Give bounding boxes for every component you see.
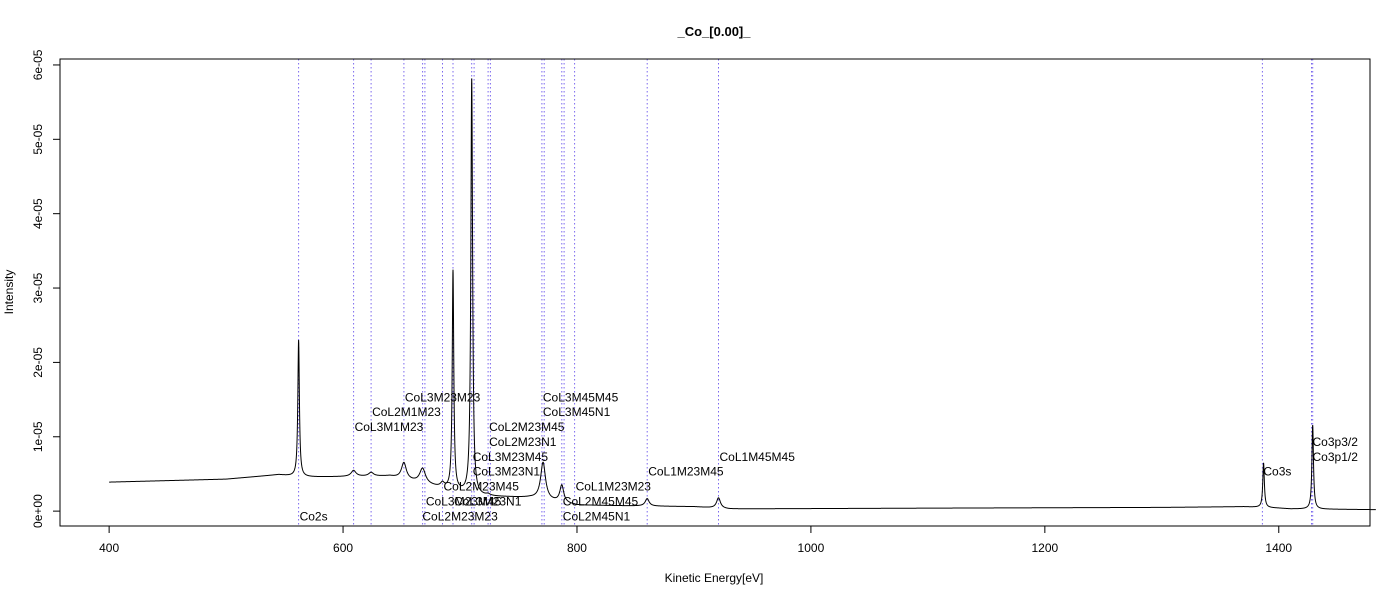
chart-title: _Co_[0.00]_ <box>677 24 752 39</box>
peak-label: CoL3M1M23 <box>355 420 424 434</box>
peak-label: CoL2M1M23 <box>372 405 441 419</box>
peak-label: Co3p1/2 <box>1313 450 1359 464</box>
x-tick-label: 400 <box>99 541 119 555</box>
reference-lines <box>298 59 1314 526</box>
spectrum-line <box>109 78 1376 511</box>
y-tick-label: 0e+00 <box>31 494 45 528</box>
x-tick-label: 600 <box>333 541 353 555</box>
y-tick-label: 1e-05 <box>31 421 45 452</box>
peak-label: CoL1M45M45 <box>720 450 796 464</box>
x-tick-label: 1400 <box>1265 541 1292 555</box>
y-tick-label: 4e-05 <box>31 198 45 229</box>
peak-label: CoL2M45N1 <box>563 509 631 523</box>
y-axis-label: Intensity <box>2 270 16 315</box>
spectrum-series <box>109 78 1376 511</box>
plot-frame <box>59 58 1371 527</box>
peak-label: CoL3M23N1 <box>454 495 522 509</box>
peak-label: CoL1M23M23 <box>576 480 652 494</box>
x-tick-label: 1000 <box>798 541 825 555</box>
peak-label: CoL3M45N1 <box>543 405 611 419</box>
peak-label: CoL3M45M45 <box>543 390 619 404</box>
peak-label: CoL3M23N1 <box>473 465 541 479</box>
peak-label: CoL2M23M23 <box>422 509 498 523</box>
peak-label: Co2s <box>300 509 328 523</box>
peak-label: CoL2M23M45 <box>489 420 565 434</box>
peak-label: CoL2M23M45 <box>444 480 520 494</box>
x-tick-label: 1200 <box>1031 541 1058 555</box>
peak-label: CoL3M23M45 <box>473 450 549 464</box>
peak-label: CoL3M23M45 <box>426 495 502 509</box>
peak-label: Co3s <box>1263 465 1291 479</box>
y-axis: 0e+00 1e-05 2e-05 3e-05 4e-05 5e-05 6e-05 <box>31 49 61 528</box>
y-tick-label: 3e-05 <box>31 272 45 303</box>
peak-label: CoL2M23N1 <box>489 435 557 449</box>
y-tick-label: 5e-05 <box>31 124 45 155</box>
peak-label: CoL1M23M45 <box>648 465 724 479</box>
peak-label: Co3p3/2 <box>1313 435 1359 449</box>
y-tick-label: 2e-05 <box>31 347 45 378</box>
x-tick-label: 800 <box>567 541 587 555</box>
peak-label: CoL2M45M45 <box>563 495 639 509</box>
x-axis: 400 600 800 1000 1200 1400 <box>99 525 1292 555</box>
x-axis-label: Kinetic Energy[eV] <box>665 571 764 585</box>
y-tick-label: 6e-05 <box>31 49 45 80</box>
peak-label: CoL3M23M23 <box>405 390 481 404</box>
